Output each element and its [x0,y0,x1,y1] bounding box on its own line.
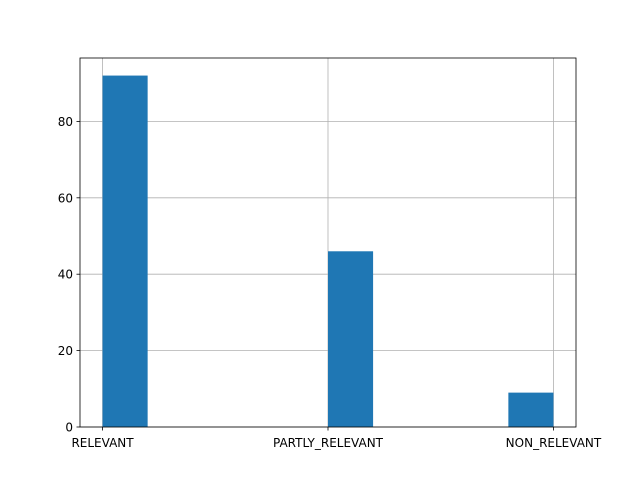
y-tick-label-2: 40 [58,268,73,282]
ticks-layer: 0 20 40 60 80 RELEVANT PARTLY_RELEVANT NON_RELE… [58,115,602,450]
bar-0 [102,75,148,428]
bar-2 [508,392,554,427]
bars-layer [102,75,554,428]
y-tick-label-3: 60 [58,191,73,205]
bar-1 [328,251,374,427]
x-tick-label-2: NON_RELEVANT [506,436,602,450]
y-tick-label-1: 20 [58,344,73,358]
x-tick-label-0: RELEVANT [71,436,134,450]
y-tick-label-0: 0 [65,421,73,435]
y-tick-label-4: 80 [58,115,73,129]
x-tick-label-1: PARTLY_RELEVANT [273,436,384,450]
